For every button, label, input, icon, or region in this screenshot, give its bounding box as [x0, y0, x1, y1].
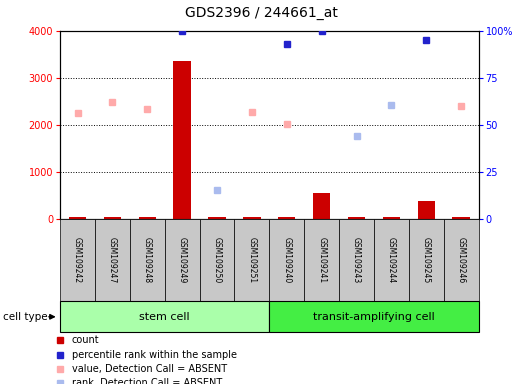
Text: value, Detection Call = ABSENT: value, Detection Call = ABSENT — [72, 364, 227, 374]
Text: GSM109243: GSM109243 — [352, 237, 361, 283]
Bar — [69, 217, 86, 219]
Bar — [313, 193, 331, 219]
Text: stem cell: stem cell — [140, 312, 190, 322]
Bar — [348, 217, 365, 219]
Bar — [139, 217, 156, 219]
Text: GSM109247: GSM109247 — [108, 237, 117, 283]
Text: GSM109241: GSM109241 — [317, 237, 326, 283]
Text: GSM109244: GSM109244 — [387, 237, 396, 283]
Text: transit-amplifying cell: transit-amplifying cell — [313, 312, 435, 322]
Text: GSM109246: GSM109246 — [457, 237, 465, 283]
Bar — [383, 217, 400, 219]
Text: GSM109251: GSM109251 — [247, 237, 256, 283]
Text: GSM109250: GSM109250 — [212, 237, 222, 283]
Text: cell type: cell type — [3, 312, 47, 322]
Bar — [452, 217, 470, 219]
Bar — [104, 217, 121, 219]
Bar — [278, 217, 295, 219]
Text: GDS2396 / 244661_at: GDS2396 / 244661_at — [185, 6, 338, 20]
Text: GSM109245: GSM109245 — [422, 237, 431, 283]
Text: GSM109242: GSM109242 — [73, 237, 82, 283]
Text: GSM109248: GSM109248 — [143, 237, 152, 283]
Bar — [208, 217, 226, 219]
Text: percentile rank within the sample: percentile rank within the sample — [72, 350, 236, 360]
Text: GSM109249: GSM109249 — [178, 237, 187, 283]
Text: GSM109240: GSM109240 — [282, 237, 291, 283]
Bar — [174, 61, 191, 219]
Text: count: count — [72, 335, 99, 345]
Text: rank, Detection Call = ABSENT: rank, Detection Call = ABSENT — [72, 378, 222, 384]
Bar — [417, 201, 435, 219]
Bar — [243, 217, 260, 219]
